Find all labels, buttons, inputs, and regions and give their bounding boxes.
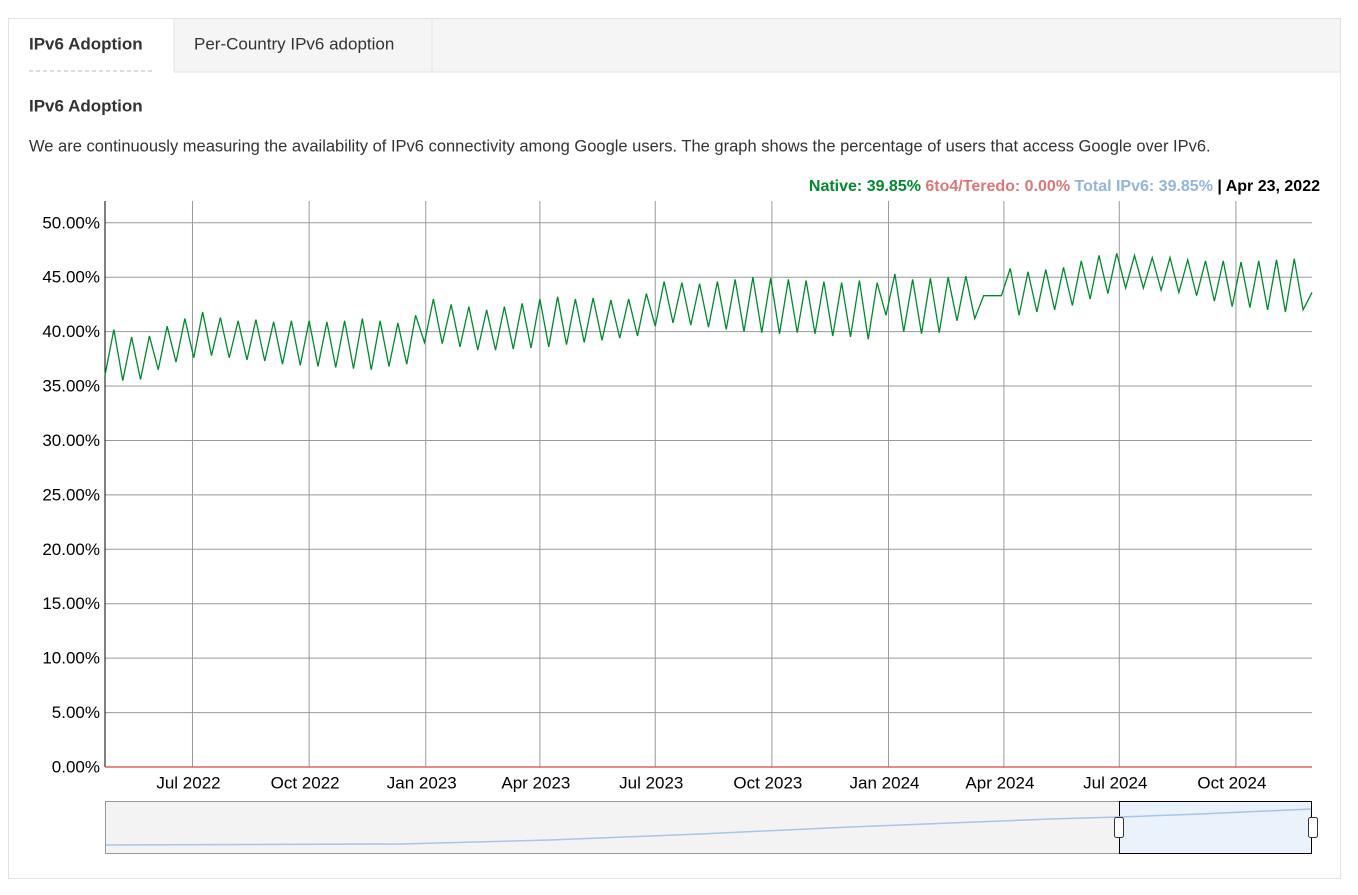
plot: 0.00% 5.00% 10.00% 15.00% 20.00% 25.00% 30.00%… xyxy=(42,201,1313,792)
navigator-selection[interactable] xyxy=(1119,801,1312,854)
y-tick-label: 40.00% xyxy=(42,322,100,341)
x-tick-label: Oct 2023 xyxy=(733,773,802,792)
readout-item: Native: 39.85% xyxy=(809,178,921,195)
heading: IPv6 Adoption xyxy=(29,96,143,115)
y-tick-label: 25.00% xyxy=(42,485,100,504)
y-tick-label: 35.00% xyxy=(42,377,100,396)
panel-border xyxy=(8,18,1341,879)
x-tick-label: Jan 2024 xyxy=(850,773,920,792)
y-tick-label: 15.00% xyxy=(42,594,100,613)
y-tick-label: 0.00% xyxy=(52,757,100,776)
y-tick-label: 5.00% xyxy=(52,703,100,722)
x-tick-label: Apr 2023 xyxy=(501,773,570,792)
readout-item: Total IPv6: 39.85% xyxy=(1075,178,1213,195)
description: We are continuously measuring the availa… xyxy=(29,137,1211,155)
navigator-handle[interactable] xyxy=(1308,817,1318,838)
navigator-handle[interactable] xyxy=(1114,817,1124,838)
y-tick-label: 20.00% xyxy=(42,540,100,559)
y-tick-label: 10.00% xyxy=(42,649,100,668)
x-tick-label: Oct 2024 xyxy=(1197,773,1266,792)
x-tick-label: Jul 2024 xyxy=(1083,773,1147,792)
navigator-line xyxy=(105,808,1312,846)
tab[interactable]: Per-Country IPv6 adoption xyxy=(194,34,394,53)
x-tick-label: Jan 2023 xyxy=(387,773,457,792)
readout: Native: 39.85% 6to4/Teredo: 0.00% Total … xyxy=(809,178,1320,195)
tab-active[interactable] xyxy=(9,19,174,73)
x-tick-label: Oct 2022 xyxy=(271,773,340,792)
series-line xyxy=(104,252,1313,381)
readout-item: | Apr 23, 2022 xyxy=(1217,178,1320,195)
y-tick-label: 45.00% xyxy=(42,268,100,287)
y-tick-label: 30.00% xyxy=(42,431,100,450)
x-tick-label: Jul 2023 xyxy=(619,773,683,792)
tab-bar xyxy=(9,19,1340,72)
x-tick-label: Jul 2022 xyxy=(156,773,220,792)
readout-item: 6to4/Teredo: 0.00% xyxy=(925,178,1070,195)
tab[interactable]: IPv6 Adoption xyxy=(29,34,143,53)
x-tick-label: Apr 2024 xyxy=(965,773,1034,792)
y-tick-label: 50.00% xyxy=(42,213,100,232)
